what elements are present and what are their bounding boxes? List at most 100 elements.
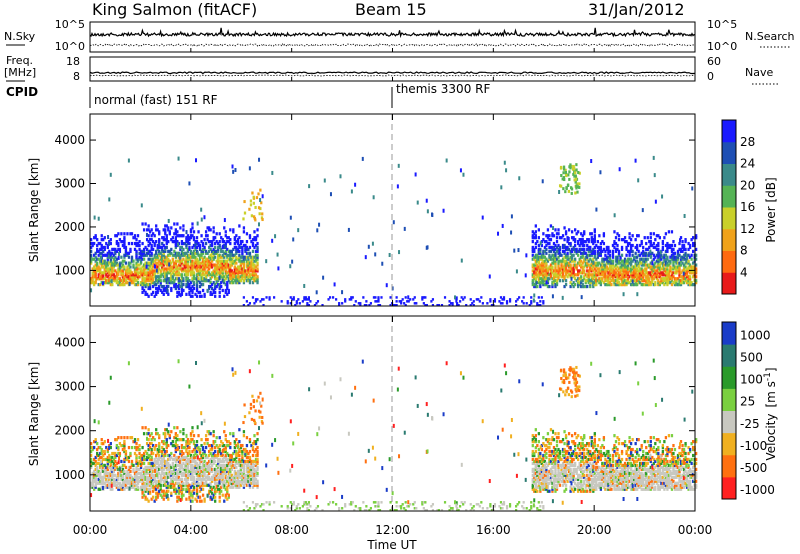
power-echo [192, 251, 196, 255]
power-echo [590, 263, 593, 267]
velocity-echo [189, 485, 193, 489]
power-echo [188, 265, 191, 269]
power-echo [577, 282, 580, 287]
velocity-echo [174, 475, 177, 479]
power-echo [589, 267, 592, 271]
power-echo [93, 257, 96, 261]
velocity-echo [158, 436, 161, 440]
power-echo [557, 269, 560, 273]
power-echo [534, 236, 537, 240]
power-echo [534, 230, 537, 234]
power-echo [350, 298, 353, 301]
power-echo [100, 263, 103, 267]
velocity-echo [141, 457, 144, 462]
power-echo [99, 282, 102, 287]
station-title: King Salmon (fitACF) [92, 0, 257, 19]
power-echo [575, 273, 578, 277]
velocity-echo [220, 475, 223, 479]
power-echo [676, 251, 680, 255]
power-echo [238, 255, 241, 259]
power-echo [530, 302, 533, 305]
power-echo [672, 263, 675, 267]
power-echo [135, 267, 138, 271]
velocity-echo [158, 442, 161, 446]
power-echo [247, 267, 250, 271]
power-echo [632, 279, 636, 283]
power-echo [670, 282, 674, 287]
power-echo [682, 275, 686, 279]
power-echo [640, 269, 643, 273]
power-echo [211, 255, 214, 259]
velocity-echo [165, 443, 168, 448]
power-echo [136, 271, 140, 275]
power-echo [640, 241, 643, 246]
power-echo [563, 269, 566, 273]
power-echo [192, 273, 196, 277]
velocity-echo [191, 426, 194, 430]
power-echo [133, 236, 137, 240]
power-echo [165, 255, 168, 259]
power-echo [173, 284, 176, 289]
power-echo [130, 275, 134, 279]
power-echo [106, 263, 109, 267]
velocity-echo [215, 455, 218, 460]
power-echo [168, 265, 171, 269]
velocity-echo [159, 477, 162, 481]
power-echo [632, 269, 636, 273]
power-echo [124, 275, 128, 279]
power-echo [583, 230, 586, 234]
velocity-echo [114, 483, 117, 487]
power-echo [206, 259, 209, 263]
velocity-echo [114, 463, 117, 468]
power-echo [616, 275, 619, 279]
power-echo [148, 286, 152, 291]
power-echo [592, 238, 595, 242]
power-echo [590, 281, 593, 285]
power-echo [196, 221, 199, 226]
power-echo [651, 281, 654, 285]
power-echo [583, 269, 586, 273]
power-echo [229, 273, 232, 277]
power-echo [646, 257, 649, 261]
velocity-echo [96, 481, 99, 485]
power-echo [557, 275, 560, 279]
power-echo [676, 267, 680, 271]
power-echo [593, 267, 596, 271]
power-echo [572, 284, 575, 289]
power-echo [685, 253, 689, 257]
velocity-echo [186, 461, 190, 466]
power-echo [651, 243, 654, 248]
power-echo [642, 253, 645, 257]
power-echo [614, 271, 618, 275]
velocity-echo [183, 455, 187, 460]
power-echo [155, 275, 158, 279]
velocity-echo [112, 465, 115, 470]
power-echo [545, 239, 548, 244]
power-echo [639, 243, 642, 248]
velocity-echo [133, 477, 137, 481]
power-echo [590, 232, 593, 236]
power-echo [99, 277, 102, 281]
velocity-echo [189, 469, 193, 473]
power-echo [537, 265, 540, 269]
power-echo [549, 238, 553, 242]
power-echo [139, 257, 143, 261]
power-echo [605, 267, 609, 271]
velocity-echo [97, 461, 100, 466]
power-echo [617, 238, 621, 242]
power-echo [194, 261, 197, 265]
power-echo [124, 249, 128, 253]
velocity-echo [120, 459, 123, 464]
power-echo [610, 275, 613, 279]
noise-left-label: N.Sky [4, 30, 36, 43]
velocity-echo [162, 479, 165, 483]
power-echo [534, 267, 537, 271]
velocity-echo [182, 451, 185, 456]
power-echo [569, 255, 572, 259]
power-echo [121, 259, 125, 263]
power-echo [589, 273, 592, 277]
power-echo [148, 279, 152, 283]
power-echo [545, 280, 548, 285]
power-echo [610, 279, 613, 283]
velocity-echo [206, 461, 209, 466]
